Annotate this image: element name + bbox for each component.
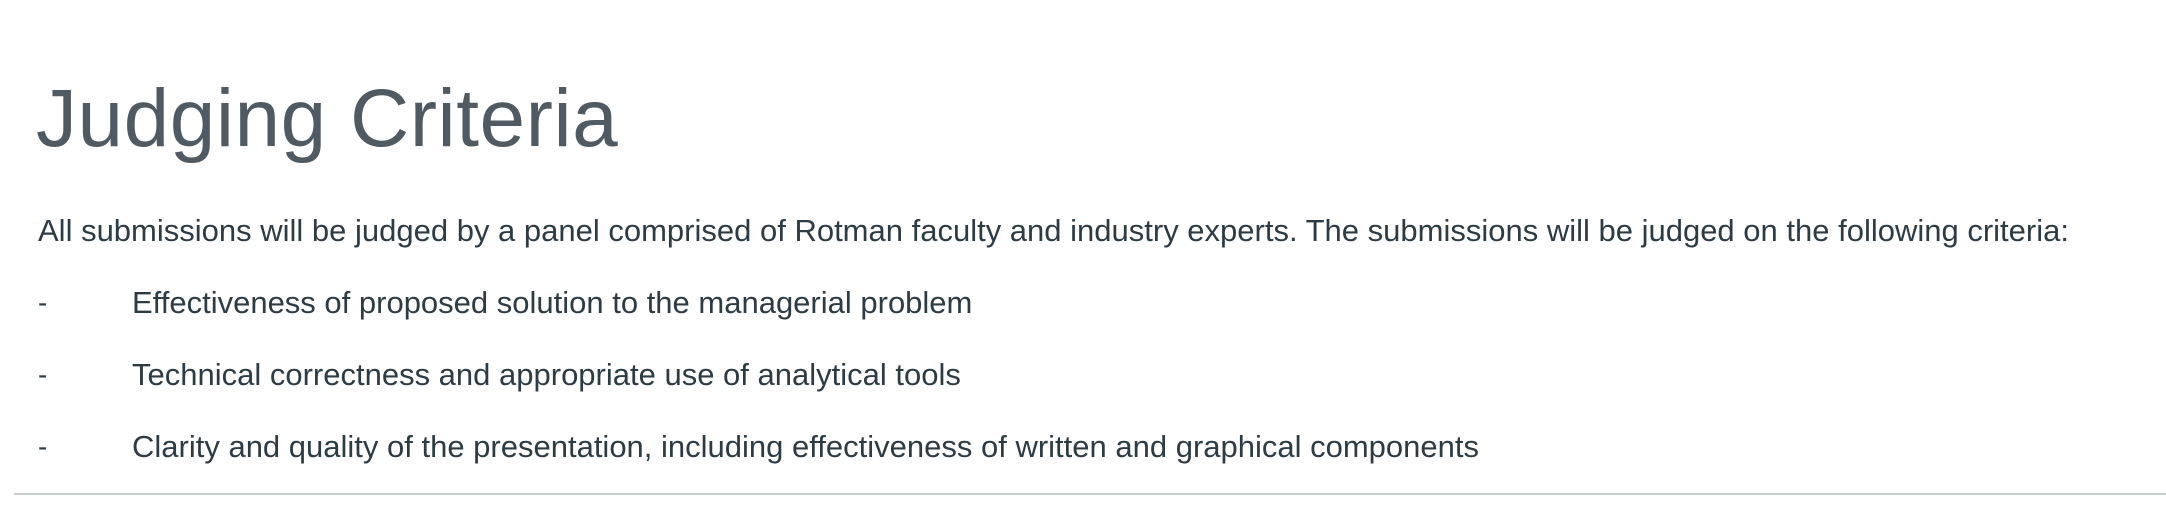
- criterion-text: Effectiveness of proposed solution to th…: [132, 285, 973, 320]
- list-item: - Technical correctness and appropriate …: [38, 350, 1479, 422]
- list-dash-marker: -: [38, 359, 48, 390]
- criterion-text: Technical correctness and appropriate us…: [132, 357, 961, 392]
- bottom-divider: [14, 493, 2166, 495]
- list-item: - Effectiveness of proposed solution to …: [38, 278, 1479, 350]
- criterion-text: Clarity and quality of the presentation,…: [132, 429, 1480, 464]
- list-dash-marker: -: [38, 431, 48, 462]
- intro-paragraph: All submissions will be judged by a pane…: [38, 213, 2069, 248]
- list-item: - Clarity and quality of the presentatio…: [38, 422, 1479, 494]
- criteria-list: - Effectiveness of proposed solution to …: [38, 278, 1479, 494]
- list-dash-marker: -: [38, 287, 48, 318]
- page-title: Judging Criteria: [36, 73, 619, 164]
